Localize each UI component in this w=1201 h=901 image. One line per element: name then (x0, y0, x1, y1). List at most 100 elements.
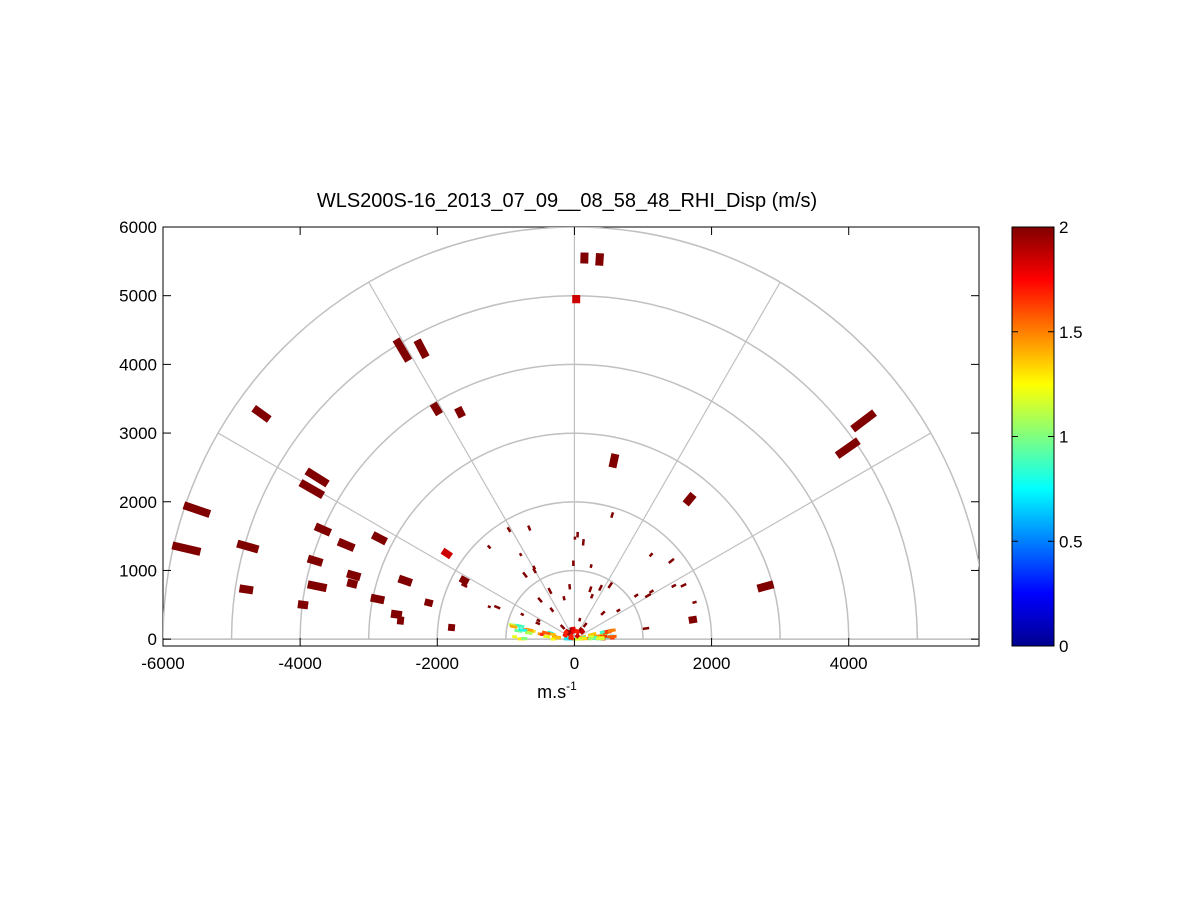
scan-cells (171, 252, 877, 641)
scan-cell (458, 575, 470, 586)
scan-cell (642, 626, 650, 631)
scan-cell (336, 537, 356, 552)
spoke-line (368, 281, 575, 640)
x-tick-label: -6000 (141, 654, 184, 673)
scan-cell (522, 571, 528, 579)
y-tick-label: 0 (148, 630, 157, 649)
scan-cell (682, 491, 697, 507)
scan-cell (535, 621, 541, 626)
scan-cell (487, 605, 492, 609)
scan-cell (251, 405, 272, 423)
colorbar-tick-label: 0 (1059, 637, 1068, 656)
scan-cell (600, 610, 606, 616)
colorbar-tick-label: 2 (1059, 218, 1068, 237)
scan-cell (304, 467, 330, 488)
scan-cell (516, 623, 525, 629)
scan-cell (595, 253, 605, 266)
scan-cell (633, 593, 639, 598)
scan-cell (370, 531, 388, 546)
colorbar-tick-label: 0.5 (1059, 532, 1083, 551)
x-tick-label: 0 (570, 654, 579, 673)
scan-cell (559, 624, 566, 630)
scan-cell (692, 600, 697, 605)
scan-cell (549, 607, 555, 613)
scan-cell (537, 596, 543, 603)
scan-cell (370, 593, 386, 605)
scan-cell (671, 583, 677, 589)
scan-cell (598, 584, 604, 592)
scan-cell (581, 539, 585, 546)
scan-cell (562, 595, 566, 601)
scan-cell (182, 501, 212, 518)
scan-cell (486, 544, 492, 550)
scan-cell (392, 337, 413, 363)
spoke-line (574, 432, 932, 640)
scan-cell (610, 512, 615, 519)
scan-cell (509, 624, 518, 629)
scan-cell (423, 598, 434, 608)
scan-cell (578, 626, 584, 633)
scan-cell (539, 632, 545, 637)
scan-cell (688, 615, 698, 624)
scan-cell (579, 628, 586, 635)
scan-cell (582, 622, 588, 628)
scan-cell (588, 586, 593, 593)
y-tick-label: 3000 (119, 424, 157, 443)
scan-cell (607, 628, 616, 633)
scan-cell (616, 608, 621, 613)
scan-cell (648, 552, 654, 558)
scan-cell (850, 409, 877, 433)
scan-cell (547, 587, 553, 595)
y-tick-label: 1000 (119, 561, 157, 580)
y-tick-label: 6000 (119, 218, 157, 237)
scan-cell (390, 609, 403, 620)
scan-cell (562, 632, 569, 638)
scan-cell (236, 539, 260, 554)
y-tick-label: 2000 (119, 493, 157, 512)
scan-cell (297, 600, 309, 610)
scan-cell (298, 479, 326, 499)
scan-cell (599, 630, 605, 635)
scan-cell (589, 564, 593, 569)
scan-cell (568, 633, 575, 639)
scan-cell (589, 593, 594, 599)
scan-cell (520, 612, 525, 617)
scan-cell (238, 584, 254, 595)
plot-area (162, 226, 980, 647)
scan-cell (171, 541, 202, 556)
scan-cell (574, 633, 581, 639)
scan-cell (306, 554, 324, 567)
x-tick-label: -2000 (416, 654, 459, 673)
chart-title: WLS200S-16_2013_07_09__08_58_48_RHI_Disp… (317, 190, 817, 212)
scan-cell (541, 630, 551, 636)
scan-cell (524, 631, 533, 635)
y-tick-label: 4000 (119, 355, 157, 374)
scan-cell (536, 618, 541, 623)
scan-cell (396, 616, 405, 625)
scan-cell (493, 604, 501, 610)
scan-cell (346, 578, 359, 589)
scan-cell (527, 525, 532, 531)
axis-ticks: -6000 -4000 -2000 0 2000 4000 0 1000 2000 3000 400… (119, 218, 979, 673)
scan-cell (518, 552, 523, 557)
scan-cell (440, 547, 454, 560)
y-tick-label: 5000 (119, 287, 157, 306)
scan-cell (397, 574, 413, 587)
scan-cell (607, 581, 614, 589)
colorbar-tick-label: 1 (1059, 428, 1068, 447)
scan-cell (460, 582, 468, 588)
scan-cell (588, 634, 594, 639)
scan-cell (313, 522, 333, 537)
scan-cell (608, 453, 620, 469)
scan-cell (543, 634, 551, 639)
spoke-line (217, 432, 575, 640)
scan-cell (306, 580, 328, 593)
x-tick-label: 2000 (693, 654, 731, 673)
scan-cell (563, 629, 569, 636)
scan-cell (756, 580, 775, 593)
scan-cell (532, 565, 537, 570)
scan-cell (429, 401, 443, 417)
x-tick-label: 4000 (830, 654, 868, 673)
scan-cell (834, 437, 861, 459)
